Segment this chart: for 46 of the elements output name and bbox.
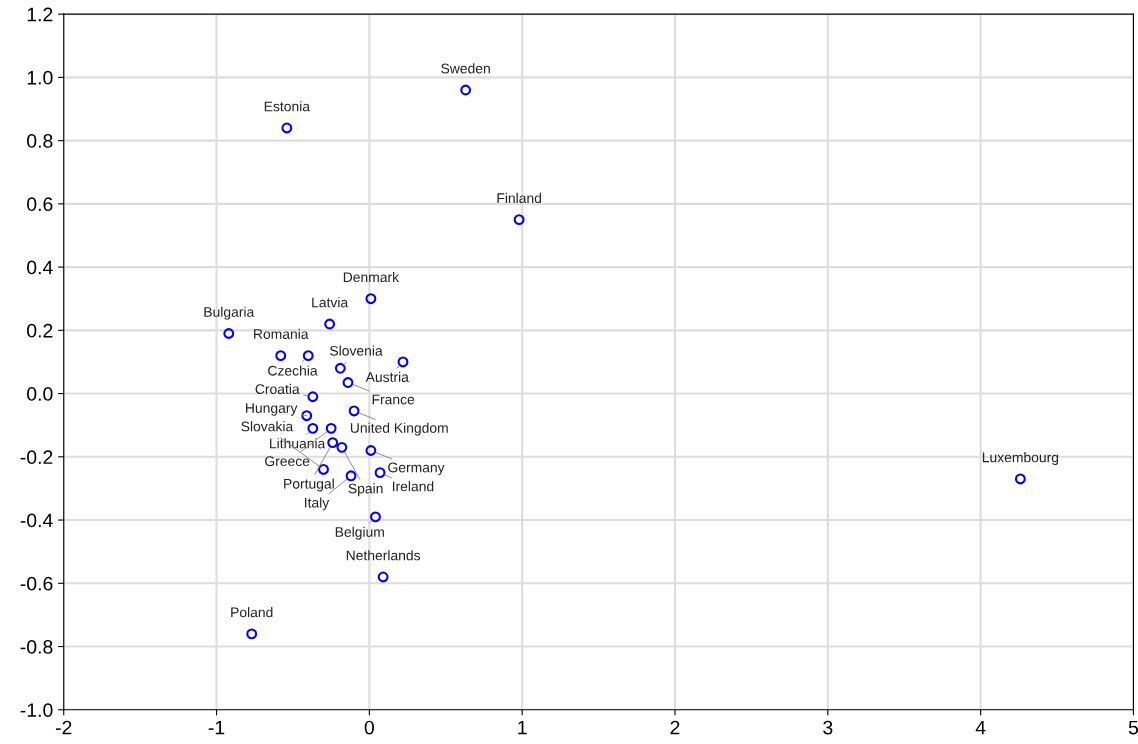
- annotation: Poland: [231, 607, 273, 618]
- y-tick-label: -0.4: [20, 513, 53, 528]
- x-tick-label: -1: [208, 720, 225, 735]
- annotation: Estonia: [264, 101, 310, 112]
- annotation: Portugal: [284, 478, 334, 492]
- y-tick-label: 0.0: [27, 387, 53, 401]
- annotation: Czechia: [268, 365, 318, 376]
- annotation: Ireland: [392, 481, 434, 492]
- annotation: Greece: [265, 456, 310, 467]
- x-tick-label: 1: [518, 720, 527, 735]
- y-tick-label: 0.4: [27, 260, 53, 275]
- x-tick-label: -2: [55, 720, 72, 735]
- y-tick-label: 0.8: [27, 134, 53, 148]
- annotation: Sweden: [441, 63, 490, 74]
- y-tick-label: -0.8: [20, 640, 53, 654]
- annotation: Germany: [388, 462, 445, 476]
- annotation: Slovenia: [330, 345, 383, 356]
- annotation: Denmark: [343, 271, 400, 283]
- y-tick-label: 0.2: [27, 323, 53, 338]
- annotation: Belgium: [335, 526, 384, 540]
- y-tick-label: -0.2: [20, 450, 53, 465]
- x-tick-label: 3: [823, 720, 833, 735]
- x-tick-label: 0: [364, 720, 375, 735]
- y-tick-label: -1.0: [20, 703, 53, 718]
- annotation: Austria: [365, 371, 409, 382]
- annotation: Hungary: [246, 403, 298, 416]
- annotation: Croatia: [255, 383, 300, 394]
- annotation: Bulgaria: [204, 306, 255, 320]
- annotation: Slovakia: [241, 421, 294, 432]
- annotation: Luxembourg: [982, 452, 1059, 466]
- annotation: Lithuania: [270, 438, 326, 449]
- x-tick-label: 2: [670, 720, 680, 735]
- y-tick-label: 0.6: [27, 197, 53, 212]
- annotation: Spain: [348, 483, 383, 497]
- y-tick-label: 1.0: [27, 70, 53, 85]
- annotation: Latvia: [312, 297, 349, 308]
- annotation: France: [372, 394, 415, 405]
- y-tick-label: 1.2: [27, 7, 53, 22]
- annotation: Italy: [305, 497, 330, 511]
- annotation: Netherlands: [346, 550, 421, 561]
- x-tick-label: 4: [975, 720, 986, 735]
- annotation: United Kingdom: [350, 422, 448, 436]
- annotation: Finland: [497, 192, 542, 204]
- annotation: Romania: [254, 328, 309, 339]
- y-tick-label: -0.6: [20, 576, 53, 591]
- x-tick-label: 5: [1128, 720, 1138, 735]
